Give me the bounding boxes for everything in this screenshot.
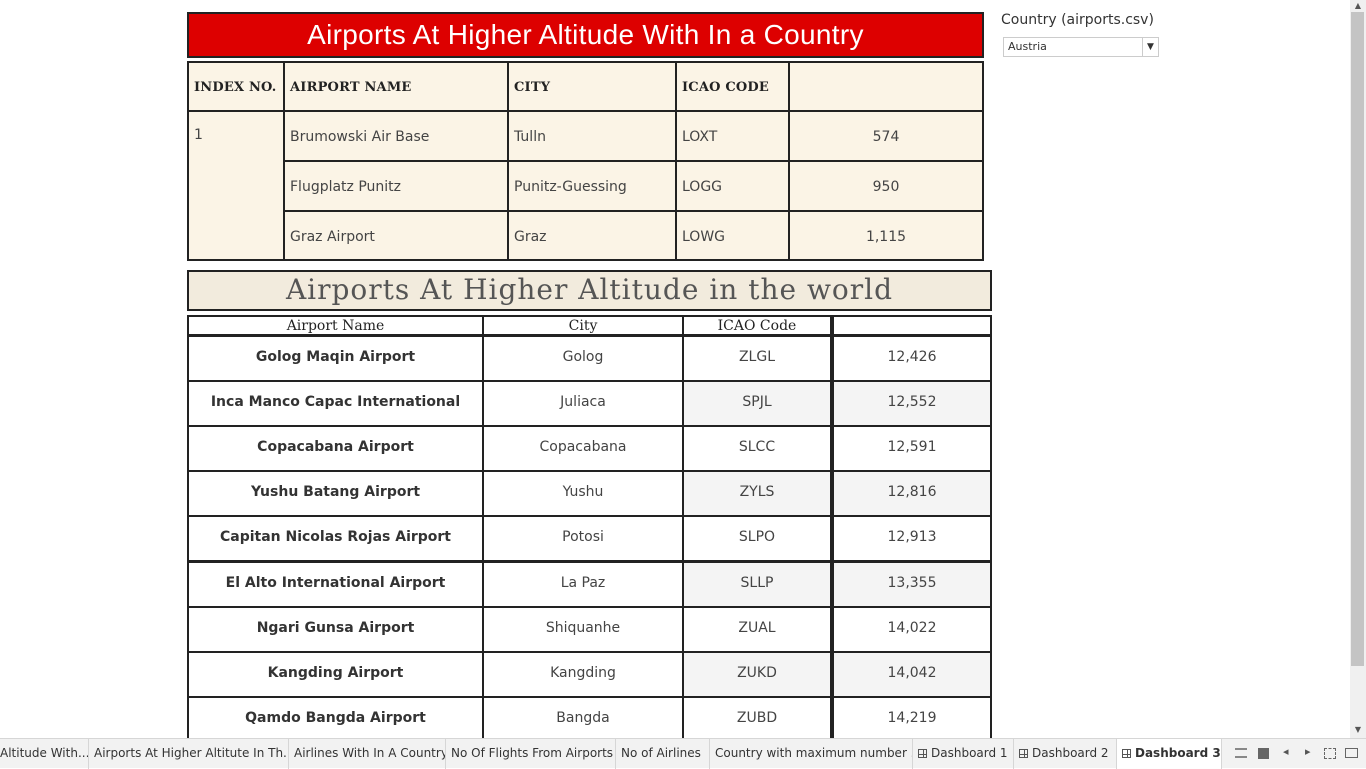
- table-row-altitude[interactable]: 13,355: [832, 561, 992, 608]
- table-row-city[interactable]: Potosi: [482, 515, 684, 562]
- tab-dashboard-1[interactable]: Dashboard 1: [913, 739, 1014, 769]
- tab-dashboard-3[interactable]: Dashboard 3: [1117, 739, 1222, 769]
- show-sheet-icon[interactable]: [1258, 748, 1269, 759]
- next-sheet-icon[interactable]: ▸: [1305, 745, 1311, 758]
- table-row-name[interactable]: Copacabana Airport: [187, 425, 484, 472]
- header-index: INDEX NO.: [189, 63, 285, 112]
- tab-label: Dashboard 1: [931, 746, 1008, 760]
- table-row-icao[interactable]: LOGG: [677, 162, 790, 212]
- table-row-name[interactable]: Ngari Gunsa Airport: [187, 606, 484, 653]
- table-row-name[interactable]: Brumowski Air Base: [285, 112, 509, 162]
- table-row-icao[interactable]: SLCC: [682, 425, 832, 472]
- table-row-icao[interactable]: LOWG: [677, 212, 790, 259]
- presentation-icon[interactable]: [1345, 748, 1358, 758]
- table-row-name[interactable]: Flugplatz Punitz: [285, 162, 509, 212]
- tab-airports-higher-altitude[interactable]: Airports At Higher Altitute In Th...: [89, 739, 289, 769]
- scroll-down-icon[interactable]: ▼: [1354, 725, 1362, 734]
- tab-label: Dashboard 2: [1032, 746, 1109, 760]
- table-row-icao[interactable]: ZYLS: [682, 470, 832, 517]
- table-row-name[interactable]: Qamdo Bangda Airport: [187, 696, 484, 744]
- table-row-altitude[interactable]: 12,816: [832, 470, 992, 517]
- header-city: CITY: [509, 63, 677, 112]
- tab-dashboard-2[interactable]: Dashboard 2: [1014, 739, 1117, 769]
- country-airports-table: INDEX NO. AIRPORT NAME CITY ICAO CODE 1 …: [187, 61, 984, 261]
- country-filter-dropdown[interactable]: Austria ▼: [1003, 37, 1159, 57]
- table-row-city[interactable]: Tulln: [509, 112, 677, 162]
- table-row-city[interactable]: Bangda: [482, 696, 684, 744]
- tab-altitude-within[interactable]: Altitude With...: [0, 739, 89, 769]
- tab-label: Dashboard 3: [1135, 746, 1221, 760]
- table-row-city[interactable]: Yushu: [482, 470, 684, 517]
- country-filter-value: Austria: [1008, 40, 1047, 53]
- fullscreen-icon[interactable]: [1324, 748, 1336, 759]
- table-row-name[interactable]: Yushu Batang Airport: [187, 470, 484, 517]
- tab-no-of-airlines[interactable]: No of Airlines: [616, 739, 710, 769]
- tab-flights-from-airports[interactable]: No Of Flights From Airports: [446, 739, 616, 769]
- world-airports-table: Airport Name City ICAO Code Golog Maqin …: [187, 315, 992, 745]
- table-row-city[interactable]: Copacabana: [482, 425, 684, 472]
- table-row-name[interactable]: Golog Maqin Airport: [187, 335, 484, 382]
- sheet-tab-bar: Altitude With... Airports At Higher Alti…: [0, 738, 1366, 769]
- table-row-name[interactable]: Inca Manco Capac International Airport: [187, 380, 484, 451]
- table-row-icao[interactable]: ZUKD: [682, 651, 832, 698]
- table-row-city[interactable]: Graz: [509, 212, 677, 259]
- table-row-name[interactable]: Graz Airport: [285, 212, 509, 259]
- header-airport-name: Airport Name: [187, 315, 484, 336]
- table-row-city[interactable]: Kangding: [482, 651, 684, 698]
- table-row-altitude[interactable]: 1,115: [865, 229, 907, 245]
- table-row-city[interactable]: Punitz-Guessing: [509, 162, 677, 212]
- tab-country-maximum[interactable]: Country with maximum number ...: [710, 739, 913, 769]
- previous-sheet-icon[interactable]: ◂: [1283, 745, 1289, 758]
- table-row-city[interactable]: Shiquanhe: [482, 606, 684, 653]
- table-row-altitude[interactable]: 14,219: [832, 696, 992, 744]
- table-row-icao[interactable]: ZLGL: [682, 335, 832, 382]
- dashboard-icon: [1019, 749, 1028, 758]
- scroll-up-icon[interactable]: ▲: [1354, 1, 1362, 10]
- tab-airlines-country[interactable]: Airlines With In A Country: [289, 739, 446, 769]
- header-icao: ICAO CODE: [677, 63, 790, 112]
- table-row-name[interactable]: Kangding Airport: [187, 651, 484, 698]
- table-row-altitude[interactable]: 574: [790, 112, 982, 162]
- country-filter-label: Country (airports.csv): [1001, 12, 1154, 28]
- world-title: Airports At Higher Altitude in the world: [187, 270, 992, 311]
- table-row-city[interactable]: Golog: [482, 335, 684, 382]
- table-row-icao[interactable]: SPJL: [682, 380, 832, 427]
- chevron-down-icon[interactable]: ▼: [1142, 38, 1158, 56]
- dashboard-icon: [918, 749, 927, 758]
- header-altitude: [790, 63, 982, 112]
- table-row-name[interactable]: El Alto International Airport: [187, 561, 484, 608]
- table-row-altitude[interactable]: 14,042: [832, 651, 992, 698]
- scrollbar-thumb[interactable]: [1351, 12, 1364, 666]
- header-altitude: [832, 315, 992, 336]
- table-row-altitude[interactable]: 12,591: [832, 425, 992, 472]
- header-city: City: [482, 315, 684, 336]
- table-row-icao[interactable]: ZUBD: [682, 696, 832, 744]
- table-row-icao[interactable]: SLLP: [682, 561, 832, 608]
- table-row-altitude[interactable]: 12,913: [832, 515, 992, 562]
- table-row-name[interactable]: Capitan Nicolas Rojas Airport: [187, 515, 484, 562]
- table-row-altitude[interactable]: 950: [790, 162, 982, 212]
- dashboard-icon: [1122, 749, 1131, 758]
- table-row-altitude[interactable]: 12,426: [832, 335, 992, 382]
- table-row-icao[interactable]: SLPO: [682, 515, 832, 562]
- table-row-altitude[interactable]: 14,022: [832, 606, 992, 653]
- table-row-city[interactable]: Juliaca: [482, 380, 684, 427]
- table-row-altitude[interactable]: 12,552: [832, 380, 992, 427]
- table-row-icao[interactable]: ZUAL: [682, 606, 832, 653]
- table-row-icao[interactable]: LOXT: [677, 112, 790, 162]
- show-filmstrip-icon[interactable]: [1235, 748, 1247, 758]
- table-row-city[interactable]: La Paz: [482, 561, 684, 608]
- index-cell: 1: [189, 112, 285, 259]
- country-title: Airports At Higher Altitude With In a Co…: [187, 12, 984, 58]
- header-airport-name: AIRPORT NAME: [285, 63, 509, 112]
- header-icao: ICAO Code: [682, 315, 832, 336]
